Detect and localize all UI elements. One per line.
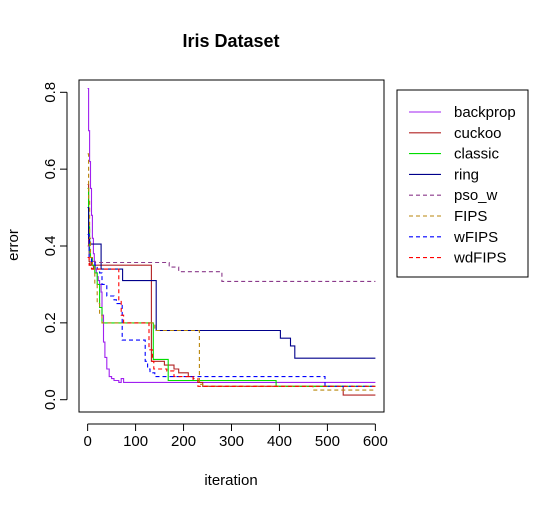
- legend-label-pso-w: pso_w: [454, 187, 498, 204]
- plot-area: [78, 79, 385, 413]
- y-tick-label: 0.8: [42, 82, 59, 103]
- series-line-backprop: [87, 87, 376, 383]
- legend-label-backprop: backprop: [454, 104, 516, 121]
- x-tick-label: 200: [171, 433, 196, 450]
- x-tick-label: 500: [315, 433, 340, 450]
- series-line-classic: [87, 187, 376, 387]
- series-line-cuckoo: [87, 183, 376, 396]
- y-tick-label: 0.6: [42, 159, 59, 180]
- chart-title: Iris Dataset: [182, 31, 279, 51]
- x-tick-label: 600: [363, 433, 388, 450]
- legend-label-wfips: wFIPS: [453, 229, 498, 246]
- x-tick-label: 400: [267, 433, 292, 450]
- legend-label-ring: ring: [454, 166, 479, 183]
- y-tick-label: 0.2: [42, 312, 59, 333]
- legend: backprop cuckoo classic ring pso_w FIPS wFIPS w…: [396, 89, 529, 278]
- y-tick-label: 0.4: [42, 236, 59, 257]
- x-tick-label: 100: [123, 433, 148, 450]
- series-line-wfips: [87, 233, 376, 387]
- series-line-ring: [87, 207, 376, 359]
- series-line-wdfips: [87, 256, 376, 387]
- x-tick-label: 300: [219, 433, 244, 450]
- x-tick-label: 0: [83, 433, 91, 450]
- legend-label-cuckoo: cuckoo: [454, 125, 502, 142]
- y-axis: 0.0 0.2 0.4 0.6 0.8: [42, 82, 68, 410]
- legend-label-fips: FIPS: [454, 208, 487, 225]
- legend-label-wdfips: wdFIPS: [453, 250, 507, 267]
- y-tick-label: 0.0: [42, 389, 59, 410]
- y-axis-label: error: [5, 229, 22, 261]
- plot-frame: [78, 79, 385, 413]
- x-axis: 0 100 200 300 400 500 600: [83, 423, 388, 450]
- x-axis-label: iteration: [204, 472, 257, 489]
- legend-label-classic: classic: [454, 146, 500, 163]
- legend-box: [396, 89, 529, 278]
